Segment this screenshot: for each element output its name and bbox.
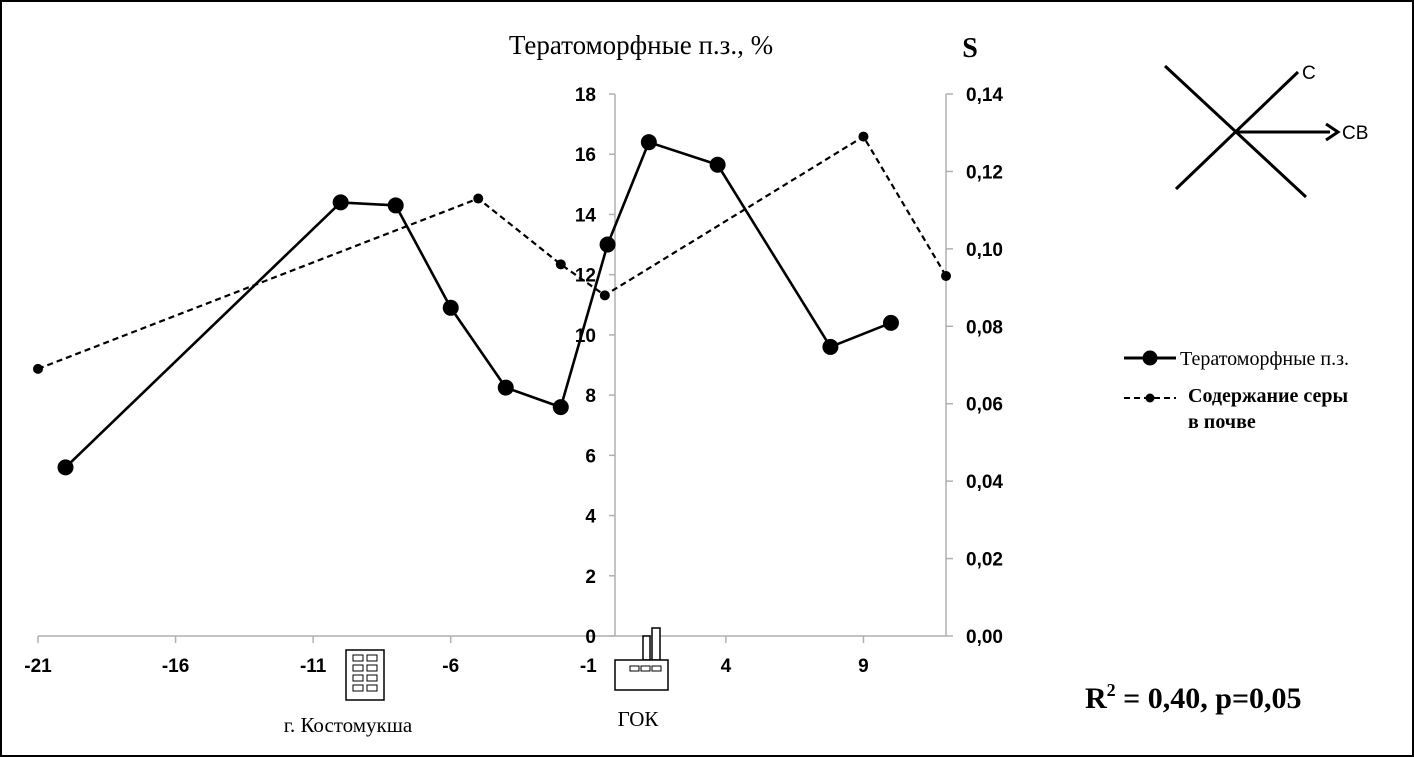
chart-title: Тератоморфные п.з., % [509,30,773,60]
factory-icon [614,627,669,691]
legend-series-2-label-line-1: Содержание серы [1188,385,1349,407]
series-1-point [497,379,514,396]
stat-rest: = 0,40, p=0,05 [1116,682,1302,715]
y2-tick-label: 0,14 [966,85,1003,106]
y2-tick-label: 0,02 [966,550,1003,571]
city-building-icon [345,649,385,701]
legend: Тератоморфные п.з. Содержание серы в поч… [1124,348,1349,433]
compass-northeast-label: СВ [1342,123,1368,144]
y1-tick-label: 12 [575,266,596,287]
compass-icon [1163,64,1330,199]
y2-axis-title: S [962,33,978,64]
legend-series-2-label-line-2: в почве [1188,411,1256,433]
legend-dashed-marker [1145,393,1155,403]
series-1-point [332,194,349,211]
series-1-point [599,236,616,253]
x-tick-label: -16 [162,656,189,677]
series-1-point [822,338,839,355]
y1-tick-label: 6 [585,446,596,467]
y2-tick-label: 0,06 [966,395,1003,416]
legend-series-1-label: Тератоморфные п.з. [1180,348,1349,370]
series-2-point [555,259,566,270]
y1-tick-label: 2 [585,567,596,588]
y1-tick-label: 16 [575,145,596,166]
stat-main: R [1085,682,1107,715]
x-tick-label: 9 [858,656,869,677]
series-lines [37,135,947,469]
series-points [33,131,951,476]
y1-tick-label: 0 [585,627,596,648]
city-label: г. Костомукша [284,713,413,737]
plant-label: ГОК [618,707,660,731]
y1-tick-label: 8 [585,386,596,407]
compass-north-label: С [1302,63,1316,84]
series-1-point [387,197,404,214]
series-2-line [37,135,947,370]
series-1-point [882,314,899,331]
x-tick-label: 4 [721,656,732,677]
series-2-point [599,290,610,301]
y1-tick-label: 14 [575,205,597,226]
series-1-point [552,399,569,416]
y2-tick-label: 0,12 [966,162,1003,183]
y2-tick-label: 0,08 [966,317,1003,338]
series-1-point [57,459,74,476]
y1-tick-label: 4 [585,507,596,528]
x-ticks: -21 -16 -11 -6 -1 4 9 [24,636,869,677]
series-2-point [941,270,951,281]
stat-superscript: 2 [1107,680,1116,700]
x-tick-label: -6 [442,656,459,677]
series-1-point [709,156,726,173]
y2-ticks: 0,00 0,02 0,04 0,06 0,08 0,10 0,12 0,14 [946,85,1003,648]
series-1-point [442,299,459,316]
x-tick-label: -21 [24,656,52,677]
y2-tick-label: 0,00 [966,627,1003,648]
series-1-point [640,134,657,151]
arrow-head-icon [1325,122,1341,142]
series-2-point [473,193,484,204]
series-2-point [858,131,869,142]
y1-tick-label: 18 [575,85,596,106]
y2-tick-label: 0,10 [966,240,1003,261]
x-tick-label: -1 [580,656,597,677]
y2-tick-label: 0,04 [966,472,1003,493]
stat-annotation: R2 = 0,40, p=0,05 [1085,680,1302,715]
x-tick-label: -11 [300,656,327,677]
legend-solid-marker [1142,350,1158,366]
series-1-line [64,140,892,469]
series-2-point [33,363,43,374]
